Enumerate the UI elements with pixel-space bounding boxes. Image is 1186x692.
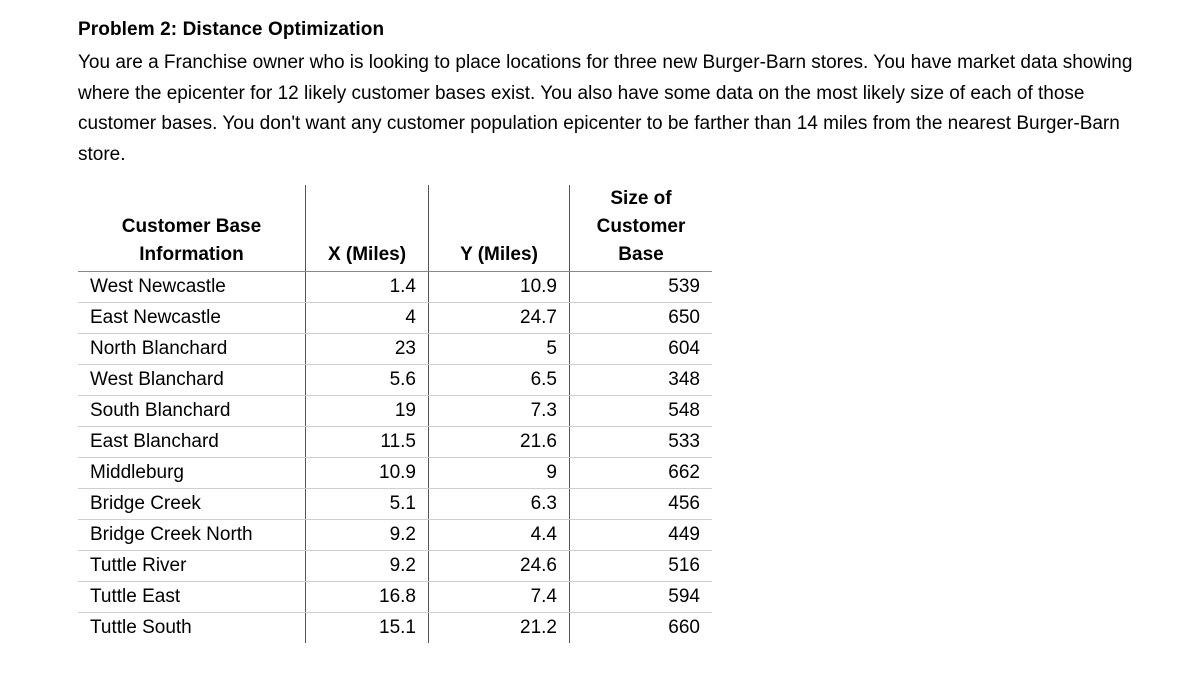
cell-x-miles: 10.9 [305, 457, 429, 489]
cell-x-miles: 15.1 [305, 612, 429, 643]
table-row: East Blanchard 11.5 21.6 533 [78, 426, 712, 458]
cell-size: 662 [569, 457, 712, 489]
cell-y-miles: 4.4 [428, 519, 570, 551]
header-customer-base: Customer Base Information [78, 185, 306, 272]
header-size-line1: Size of [610, 188, 672, 209]
cell-customer-name: West Newcastle [78, 271, 306, 303]
cell-size: 456 [569, 488, 712, 520]
cell-size: 449 [569, 519, 712, 551]
table-row: Tuttle South 15.1 21.2 660 [78, 612, 712, 643]
cell-y-miles: 5 [428, 333, 570, 365]
header-customer-base-line1: Customer Base [121, 216, 262, 237]
cell-size: 660 [569, 612, 712, 643]
cell-y-miles: 24.6 [428, 550, 570, 582]
table-header-row: Customer Base Information X (Miles) Y (M… [78, 185, 712, 272]
cell-customer-name: East Blanchard [78, 426, 306, 458]
cell-size: 594 [569, 581, 712, 613]
cell-y-miles: 6.3 [428, 488, 570, 520]
cell-y-miles: 7.4 [428, 581, 570, 613]
cell-size: 604 [569, 333, 712, 365]
cell-x-miles: 4 [305, 302, 429, 334]
cell-y-miles: 7.3 [428, 395, 570, 427]
cell-x-miles: 5.1 [305, 488, 429, 520]
cell-size: 650 [569, 302, 712, 334]
cell-x-miles: 16.8 [305, 581, 429, 613]
cell-customer-name: West Blanchard [78, 364, 306, 396]
cell-x-miles: 23 [305, 333, 429, 365]
cell-customer-name: Middleburg [78, 457, 306, 489]
header-size-line2: Customer [596, 216, 686, 237]
cell-customer-name: Bridge Creek North [78, 519, 306, 551]
cell-customer-name: Tuttle River [78, 550, 306, 582]
header-size-line3: Base [618, 244, 664, 265]
cell-y-miles: 9 [428, 457, 570, 489]
cell-y-miles: 21.6 [428, 426, 570, 458]
cell-x-miles: 1.4 [305, 271, 429, 303]
table-row: Tuttle East 16.8 7.4 594 [78, 581, 712, 613]
table-row: Bridge Creek North 9.2 4.4 449 [78, 519, 712, 551]
cell-size: 533 [569, 426, 712, 458]
table-row: North Blanchard 23 5 604 [78, 333, 712, 365]
header-y-miles: Y (Miles) [428, 185, 570, 272]
cell-y-miles: 10.9 [428, 271, 570, 303]
header-x-miles: X (Miles) [305, 185, 429, 272]
table-row: Bridge Creek 5.1 6.3 456 [78, 488, 712, 520]
cell-x-miles: 11.5 [305, 426, 429, 458]
cell-customer-name: Bridge Creek [78, 488, 306, 520]
cell-y-miles: 24.7 [428, 302, 570, 334]
cell-y-miles: 21.2 [428, 612, 570, 643]
table-row: East Newcastle 4 24.7 650 [78, 302, 712, 334]
table-row: Tuttle River 9.2 24.6 516 [78, 550, 712, 582]
table-row: South Blanchard 19 7.3 548 [78, 395, 712, 427]
header-size: Size of Customer Base [569, 185, 712, 272]
table-row: West Blanchard 5.6 6.5 348 [78, 364, 712, 396]
cell-size: 539 [569, 271, 712, 303]
cell-x-miles: 5.6 [305, 364, 429, 396]
problem-description: You are a Franchise owner who is looking… [78, 52, 1133, 165]
cell-customer-name: South Blanchard [78, 395, 306, 427]
header-customer-base-line2: Information [139, 244, 244, 265]
cell-size: 548 [569, 395, 712, 427]
table-row: Middleburg 10.9 9 662 [78, 457, 712, 489]
cell-customer-name: East Newcastle [78, 302, 306, 334]
cell-x-miles: 9.2 [305, 519, 429, 551]
cell-size: 516 [569, 550, 712, 582]
cell-x-miles: 9.2 [305, 550, 429, 582]
cell-size: 348 [569, 364, 712, 396]
problem-title: Problem 2: Distance Optimization [78, 19, 385, 40]
customer-base-table: Customer Base Information X (Miles) Y (M… [78, 185, 712, 643]
table-row: West Newcastle 1.4 10.9 539 [78, 271, 712, 303]
cell-x-miles: 19 [305, 395, 429, 427]
cell-y-miles: 6.5 [428, 364, 570, 396]
cell-customer-name: North Blanchard [78, 333, 306, 365]
cell-customer-name: Tuttle South [90, 617, 192, 638]
cell-customer-name: Tuttle East [78, 581, 306, 613]
